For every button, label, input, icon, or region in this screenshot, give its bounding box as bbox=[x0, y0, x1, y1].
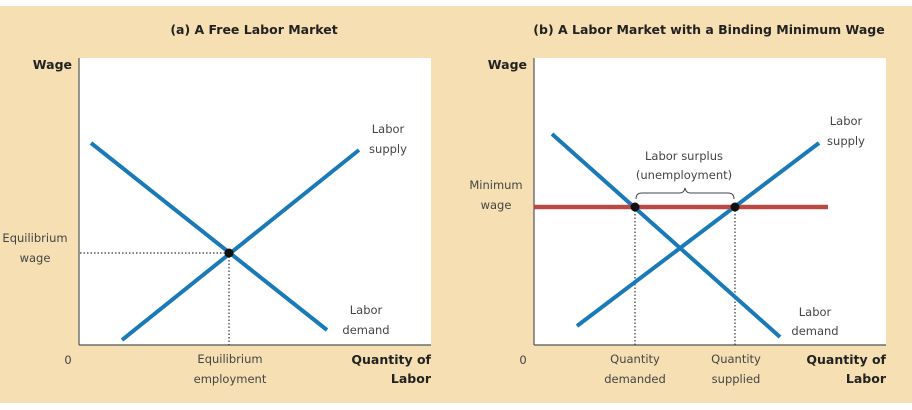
supply-label-line2: supply bbox=[827, 134, 865, 148]
labor-surplus-label-line1: Labor surplus bbox=[645, 149, 723, 163]
quantity-demanded-label-line1: Quantity bbox=[610, 352, 660, 366]
labor-demand-curve bbox=[550, 132, 782, 339]
equilibrium-wage-label-line2: wage bbox=[20, 251, 51, 265]
plot-area bbox=[534, 58, 886, 345]
demand-label-line2: demand bbox=[342, 323, 389, 337]
labor-surplus-label-line2: (unemployment) bbox=[636, 168, 732, 182]
x-axis-label-line2: Labor bbox=[391, 371, 432, 386]
plot-area bbox=[79, 58, 431, 345]
x-axis-label-line1: Quantity of bbox=[806, 352, 886, 367]
minimum-wage-label-line1: Minimum bbox=[469, 178, 522, 192]
equilibrium-employment-label-line2: employment bbox=[194, 372, 267, 386]
supply-label-line2: supply bbox=[369, 142, 407, 156]
x-axis-label-line2: Labor bbox=[846, 371, 887, 386]
minimum-wage-label-line2: wage bbox=[481, 198, 512, 212]
y-axis-label: Wage bbox=[33, 57, 72, 72]
origin-label: 0 bbox=[519, 353, 526, 367]
panel-a-title: (a) A Free Labor Market bbox=[170, 22, 337, 37]
demand-label-line1: Labor bbox=[799, 305, 832, 319]
labor-surplus-brace bbox=[635, 187, 735, 200]
quantity-supplied-label-line2: supplied bbox=[712, 372, 761, 386]
quantity-supplied-label-line1: Quantity bbox=[711, 352, 761, 366]
supply-label-line1: Labor bbox=[830, 114, 863, 128]
panel-b-title: (b) A Labor Market with a Binding Minimu… bbox=[533, 22, 884, 37]
panel-b-binding-minimum-wage: (b) A Labor Market with a Binding Minimu… bbox=[469, 22, 886, 386]
labor-supply-curve bbox=[120, 148, 361, 342]
y-axis-label: Wage bbox=[488, 57, 527, 72]
labor-supply-curve bbox=[575, 141, 821, 328]
x-axis-label-line1: Quantity of bbox=[351, 352, 431, 367]
labor-demand-curve bbox=[89, 141, 329, 332]
quantity-demanded-label-line2: demanded bbox=[604, 372, 666, 386]
quantity-supplied-point bbox=[730, 202, 740, 212]
demand-label-line2: demand bbox=[791, 324, 838, 338]
panel-a-free-labor-market: (a) A Free Labor Market Wage 0 Quantity … bbox=[2, 22, 431, 386]
quantity-demanded-point bbox=[630, 202, 640, 212]
demand-label-line1: Labor bbox=[350, 303, 383, 317]
supply-label-line1: Labor bbox=[372, 122, 405, 136]
equilibrium-point bbox=[224, 248, 234, 258]
origin-label: 0 bbox=[64, 353, 71, 367]
equilibrium-employment-label-line1: Equilibrium bbox=[197, 352, 262, 366]
equilibrium-wage-label-line1: Equilibrium bbox=[2, 231, 67, 245]
